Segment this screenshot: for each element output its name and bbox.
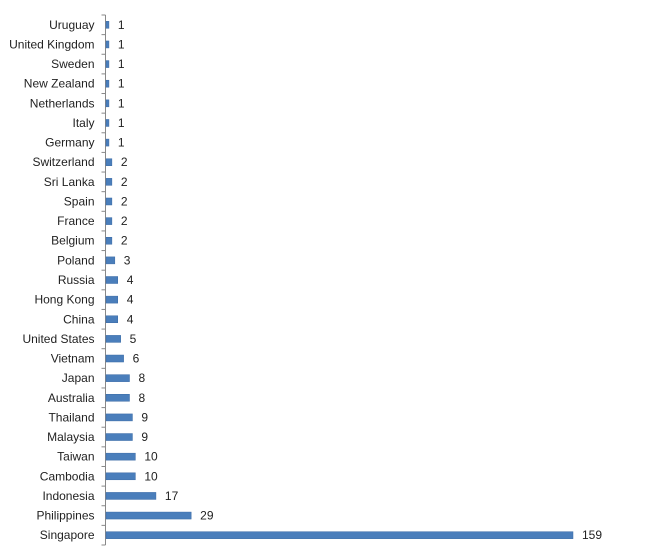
data-label: 1 <box>118 116 125 130</box>
bar-italy <box>105 119 110 127</box>
category-label: Belgium <box>51 234 94 248</box>
data-label: 17 <box>165 489 179 503</box>
category-label: Netherlands <box>30 96 95 110</box>
bar-poland <box>105 256 116 265</box>
data-labels: 1 1 1 1 1 1 1 2 2 2 2 2 3 4 4 4 5 6 8 8 9 9 10 10 17 29 159 <box>118 18 602 542</box>
bar-singapore <box>105 531 574 539</box>
category-label: China <box>63 312 95 326</box>
bar-malaysia <box>105 433 133 441</box>
bar-philippines <box>105 511 192 520</box>
category-label: Sri Lanka <box>44 175 95 189</box>
data-label: 2 <box>121 175 128 189</box>
category-label: Australia <box>48 391 95 405</box>
data-label: 6 <box>133 352 140 366</box>
bar-china <box>105 315 118 324</box>
bar-united-kingdom <box>105 40 110 49</box>
data-label: 5 <box>130 332 137 346</box>
category-label: Poland <box>57 253 94 267</box>
bar-thailand <box>105 413 133 422</box>
category-labels: Uruguay United Kingdom Sweden New Zealand Ne… <box>9 18 95 542</box>
data-label: 4 <box>127 293 134 307</box>
data-label: 1 <box>118 37 125 51</box>
bar-netherlands <box>105 99 110 108</box>
category-label: Uruguay <box>49 18 94 32</box>
bar-japan <box>105 374 130 382</box>
data-label: 9 <box>141 410 148 424</box>
category-label: Germany <box>45 136 94 150</box>
bar-vietnam <box>105 354 124 363</box>
bar-spain <box>105 197 113 206</box>
category-label: Singapore <box>40 528 95 542</box>
bar-united-states <box>105 335 121 343</box>
category-label: Philippines <box>36 509 94 523</box>
data-label: 8 <box>138 371 145 385</box>
category-label: Spain <box>64 194 95 208</box>
category-label: Switzerland <box>32 155 94 169</box>
data-label: 9 <box>141 430 148 444</box>
bar-cambodia <box>105 472 136 481</box>
data-label: 4 <box>127 273 134 287</box>
data-label: 159 <box>582 528 602 542</box>
data-label: 10 <box>144 450 158 464</box>
bar-uruguay <box>105 21 110 29</box>
bar-sweden <box>105 60 110 68</box>
bar-new-zealand <box>105 79 110 88</box>
category-label: Taiwan <box>57 450 94 464</box>
data-label: 2 <box>121 214 128 228</box>
bar-sri-lanka <box>105 178 113 186</box>
bar-switzerland <box>105 158 113 166</box>
category-label: United States <box>22 332 94 346</box>
category-label: Thailand <box>48 410 94 424</box>
data-label: 4 <box>127 312 134 326</box>
category-label: France <box>57 214 95 228</box>
data-label: 10 <box>144 469 158 483</box>
category-label: Indonesia <box>42 489 94 503</box>
data-label: 1 <box>118 136 125 150</box>
bar-indonesia <box>105 492 157 500</box>
category-label: Cambodia <box>40 469 95 483</box>
data-label: 1 <box>118 18 125 32</box>
category-label: Italy <box>72 116 94 130</box>
category-label: Japan <box>62 371 95 385</box>
category-label: Hong Kong <box>34 293 94 307</box>
bar-australia <box>105 394 130 402</box>
data-label: 1 <box>118 57 125 71</box>
data-label: 8 <box>138 391 145 405</box>
bar-series <box>105 21 574 539</box>
category-label: Sweden <box>51 57 94 71</box>
bar-france <box>105 217 113 225</box>
category-label: Vietnam <box>51 352 95 366</box>
category-label: New Zealand <box>24 77 95 91</box>
data-label: 1 <box>118 96 125 110</box>
category-label: Malaysia <box>47 430 95 444</box>
bar-germany <box>105 138 110 147</box>
bar-russia <box>105 276 118 284</box>
data-label: 1 <box>118 77 125 91</box>
bar-belgium <box>105 236 113 245</box>
axis-ticks <box>101 14 106 546</box>
data-label: 2 <box>121 155 128 169</box>
data-label: 29 <box>200 509 214 523</box>
data-label: 3 <box>124 253 131 267</box>
category-label: United Kingdom <box>9 37 94 51</box>
bar-taiwan <box>105 452 136 461</box>
data-label: 2 <box>121 234 128 248</box>
data-label: 2 <box>121 194 128 208</box>
category-label: Russia <box>58 273 95 287</box>
bar-hong-kong <box>105 295 118 304</box>
